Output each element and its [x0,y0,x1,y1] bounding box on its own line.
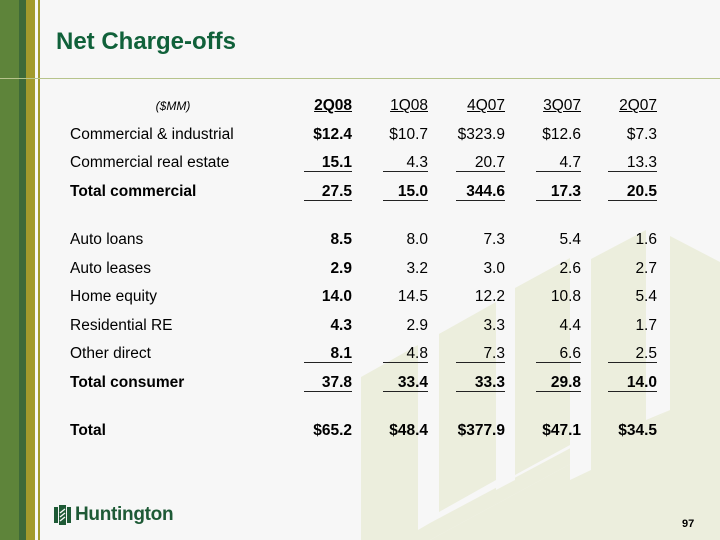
cell-value: 8.1 [304,346,352,364]
cell-value: 27.5 [304,183,352,201]
huntington-logo: Huntington [54,504,174,526]
cell-value: 12.2 [474,288,505,306]
row-label: Total consumer [70,373,185,391]
cell-value: 10.8 [550,288,581,306]
cell-value: 1.7 [635,316,657,334]
cell-value: 2.5 [608,346,657,364]
row-label: Commercial & industrial [70,125,234,143]
row-label: Total [70,422,106,440]
cell-value: 29.8 [536,374,581,392]
cell-value: 37.8 [304,374,352,392]
table-row: Auto loans 8.5 8.0 7.3 5.4 1.6 [70,226,657,255]
table-header-row: ($MM) 2Q08 1Q08 4Q07 3Q07 2Q07 [70,92,657,121]
cell-value: 1.6 [635,231,657,249]
column-header: 2Q08 [314,97,352,115]
cell-value: 33.3 [456,374,505,392]
table-body: Commercial & industrial $12.4 $10.7 $323.9 $… [70,121,657,446]
cell-value: 3.3 [483,316,505,334]
row-label: Home equity [70,288,158,306]
cell-value: 8.5 [330,231,352,249]
cell-value: 14.5 [397,288,428,306]
row-label: Auto leases [70,259,151,277]
table-spacer-row [70,206,657,226]
column-header: 4Q07 [467,97,505,115]
huntington-logo-icon [54,505,71,525]
page-number: 97 [682,518,695,530]
cell-value: 20.5 [608,183,657,201]
watermark-shape-3 [439,306,494,510]
sidebar-stripe-dark-green [19,0,26,540]
watermark-shape-1 [361,345,418,540]
row-label: Residential RE [70,316,173,334]
cell-value: 2.7 [635,259,657,277]
table-row: Total $65.2 $48.4 $377.9 $47.1 $34.5 [70,417,657,446]
title-divider [0,78,720,79]
cell-value: 15.0 [383,183,428,201]
row-label: Commercial real estate [70,154,230,172]
table-spacer-row [70,397,657,417]
watermark-shape-6 [430,236,720,540]
cell-value: 4.4 [559,316,581,334]
sidebar-stripe-green [0,0,19,540]
cell-value: $377.9 [457,422,505,440]
sidebar-stripe-gap [35,0,38,540]
watermark-shape-5 [591,230,646,470]
column-header: 1Q08 [390,97,428,115]
table-row: Other direct 8.1 4.8 7.3 6.6 2.5 [70,340,657,369]
sidebar-stripe-olive-thin [38,0,40,540]
cell-value: 4.3 [330,316,352,334]
sidebar-stripe-olive [26,0,35,540]
cell-value: 17.3 [536,183,581,201]
table-row: Commercial real estate 15.1 4.3 20.7 4.7 13.3 [70,149,657,178]
cell-value: $65.2 [313,422,352,440]
cell-value: 7.3 [483,231,505,249]
cell-value: 2.6 [559,259,581,277]
cell-value: 4.7 [536,155,581,173]
row-label: Other direct [70,345,151,363]
table-row: Total commercial 27.5 15.0 344.6 17.3 20.5 [70,178,657,207]
cell-value: 15.1 [304,155,352,173]
cell-value: $12.6 [542,125,581,143]
cell-value: 344.6 [456,183,505,201]
cell-value: $10.7 [389,125,428,143]
cell-value: 2.9 [330,259,352,277]
cell-value: 2.9 [406,316,428,334]
cell-value: 5.4 [559,231,581,249]
cell-value: 3.2 [406,259,428,277]
column-header: 2Q07 [619,97,657,115]
cell-value: 33.4 [383,374,428,392]
watermark-shape-7 [418,395,670,540]
cell-value: $323.9 [457,125,505,143]
watermark-shape-4 [515,258,570,475]
slide-title: Net Charge-offs [56,28,237,55]
row-label: Auto loans [70,231,144,249]
cell-value: 20.7 [456,155,505,173]
table-row: Total consumer 37.8 33.4 33.3 29.8 14.0 [70,369,657,398]
unit-label: ($MM) [155,99,191,114]
cell-value: 3.0 [483,259,505,277]
cell-value: 4.3 [383,155,428,173]
cell-value: $47.1 [542,422,581,440]
table-row: Auto leases 2.9 3.2 3.0 2.6 2.7 [70,255,657,284]
cell-value: $34.5 [618,422,657,440]
table-row: Residential RE 4.3 2.9 3.3 4.4 1.7 [70,312,657,341]
table-row: Home equity 14.0 14.5 12.2 10.8 5.4 [70,283,657,312]
net-charge-offs-table: ($MM) 2Q08 1Q08 4Q07 3Q07 2Q07 Commercia… [70,92,657,446]
cell-value: 14.0 [321,288,352,306]
row-label: Total commercial [70,182,197,200]
cell-value: 8.0 [406,231,428,249]
cell-value: 7.3 [456,346,505,364]
cell-value: 6.6 [536,346,581,364]
cell-value: 14.0 [608,374,657,392]
cell-value: $7.3 [626,125,657,143]
cell-value: 4.8 [383,346,428,364]
cell-value: 13.3 [608,155,657,173]
column-header: 3Q07 [543,97,581,115]
logo-wordmark: Huntington [75,504,174,525]
cell-value: $12.4 [313,125,352,143]
cell-value: $48.4 [389,422,428,440]
cell-value: 5.4 [635,288,657,306]
table-row: Commercial & industrial $12.4 $10.7 $323.9 $… [70,121,657,150]
